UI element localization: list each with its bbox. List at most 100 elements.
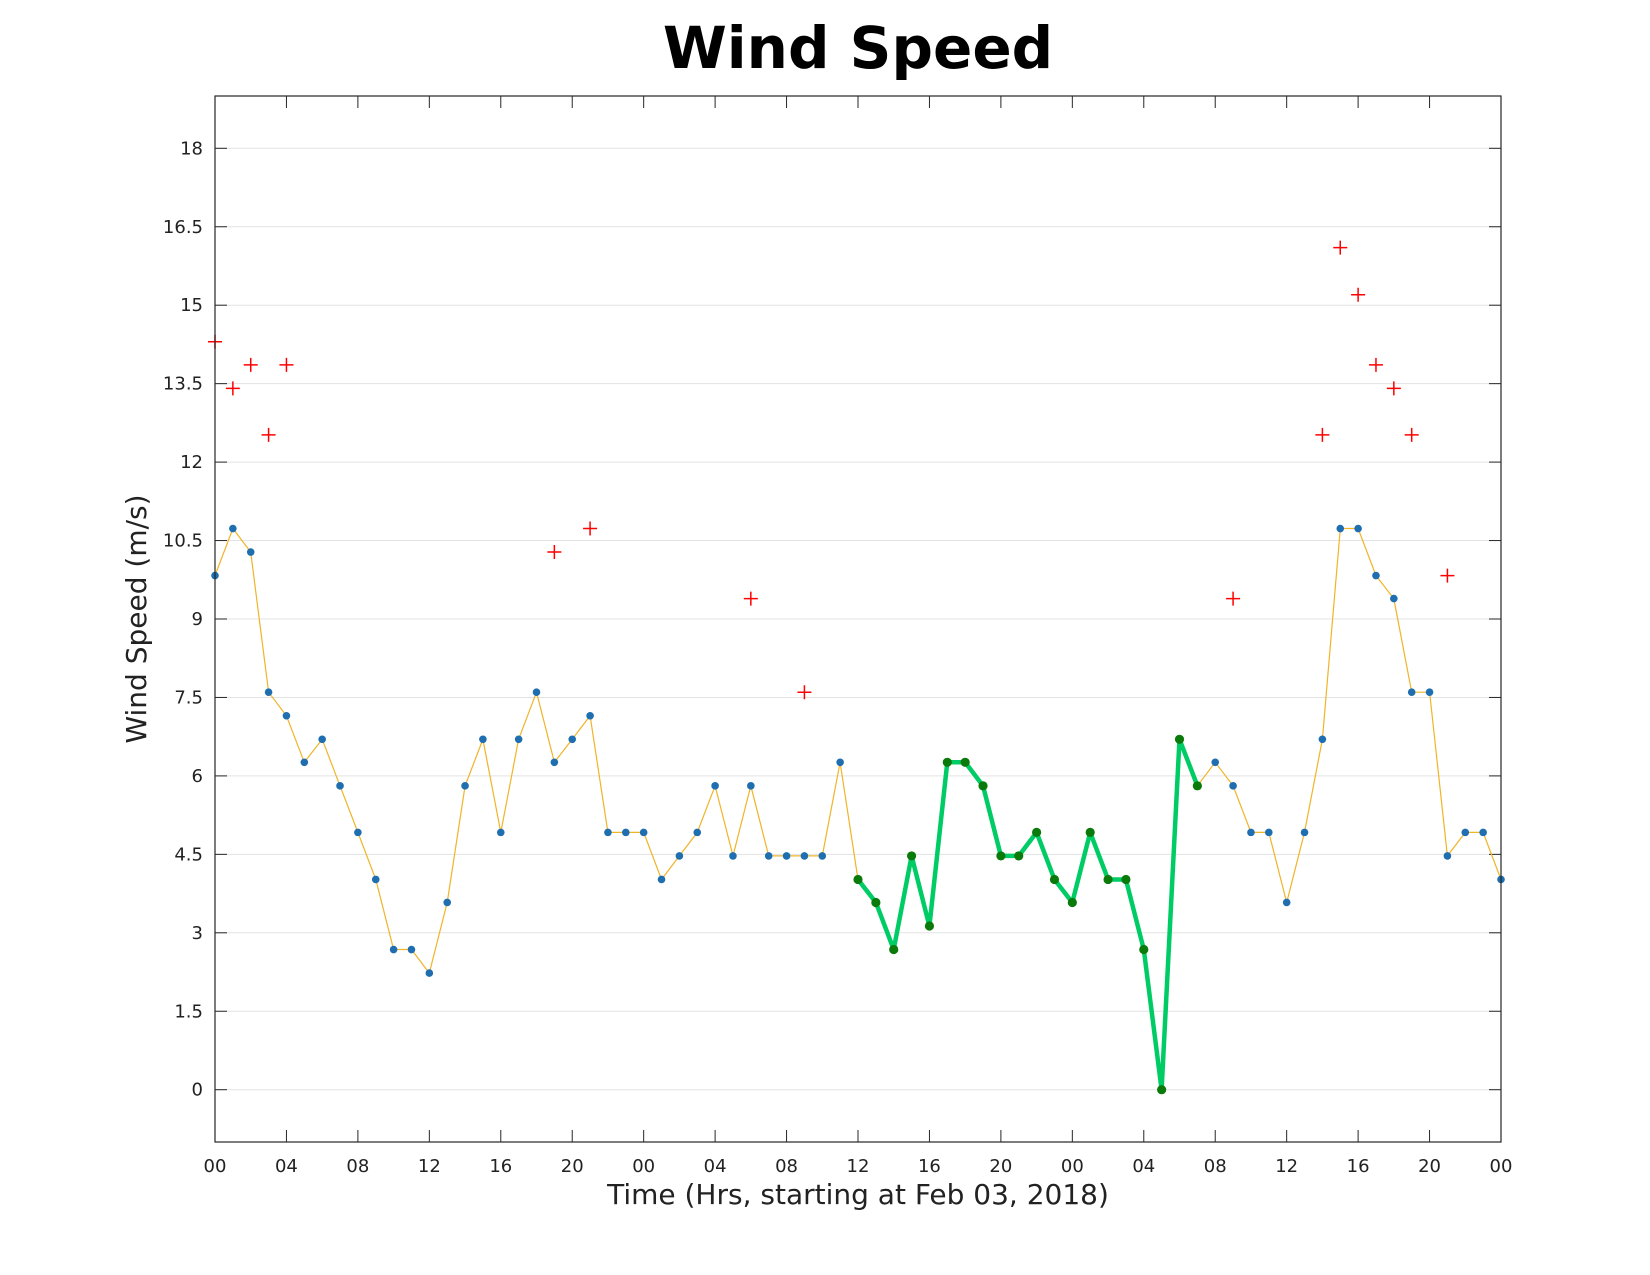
speed-point <box>800 852 809 860</box>
speed-point <box>479 735 487 744</box>
x-tick-label: 12 <box>847 1156 870 1177</box>
plot-area: 0 1.5 3 4.5 6 7.5 9 10.5 12 13.5 15 16.5 18 00 04 08 12… <box>163 95 1512 1177</box>
x-tick-label: 00 <box>1061 1156 1084 1177</box>
highlight-point <box>1085 827 1095 837</box>
speed-point <box>782 852 791 860</box>
speed-point <box>657 875 666 884</box>
gust-point <box>583 521 598 536</box>
gust-point <box>1333 240 1348 255</box>
x-tick-label: 08 <box>346 1156 369 1177</box>
highlight-point <box>871 897 881 908</box>
x-tick-label: 00 <box>632 1156 655 1177</box>
x-axis-label: Time (Hrs, starting at Feb 03, 2018) <box>606 1178 1109 1211</box>
gust-point <box>243 357 258 372</box>
y-tick-label: 1.5 <box>174 1001 203 1022</box>
speed-point <box>425 969 434 977</box>
highlight-point <box>960 757 970 767</box>
highlight-point <box>924 921 935 931</box>
speed-point <box>407 945 416 954</box>
gridlines <box>215 147 1501 1091</box>
series-line-highlight <box>856 737 1200 1092</box>
x-tick-label: 16 <box>1347 1156 1370 1177</box>
gust-point <box>1315 427 1330 442</box>
y-tick-label: 15 <box>180 295 203 316</box>
x-tick-label: 00 <box>204 1156 227 1177</box>
x-tick-label: 12 <box>1275 1156 1298 1177</box>
speed-point <box>496 828 505 837</box>
speed-point <box>568 735 577 744</box>
x-tick-label: 04 <box>275 1156 298 1177</box>
y-tick-label: 10.5 <box>163 531 203 552</box>
speed-point <box>836 758 844 767</box>
gust-point <box>1440 568 1455 583</box>
y-axis-ticks: 0 1.5 3 4.5 6 7.5 9 10.5 12 13.5 15 16.5 18 <box>163 138 1501 1101</box>
speed-point <box>711 782 719 790</box>
y-tick-label: 6 <box>192 766 203 787</box>
x-tick-label: 08 <box>775 1156 798 1177</box>
y-tick-label: 9 <box>192 609 203 630</box>
gust-point <box>1386 381 1401 396</box>
x-axis-ticks: 00 04 08 12 16 20 00 04 08 12 16 20 00 04 08 12 16 20 00 <box>204 96 1512 1177</box>
speed-point <box>675 852 684 860</box>
speed-point <box>1265 828 1273 837</box>
speed-point <box>461 782 469 790</box>
highlight-point <box>889 944 899 955</box>
gust-point <box>279 357 294 372</box>
speed-point <box>282 711 291 720</box>
speed-point <box>300 758 309 767</box>
speed-point <box>1425 688 1434 697</box>
speed-point <box>1407 688 1416 697</box>
speed-point <box>1336 524 1345 533</box>
highlight-point <box>1032 827 1042 837</box>
speed-point <box>1443 852 1452 860</box>
speed-point <box>550 758 559 767</box>
x-tick-label: 04 <box>704 1156 727 1177</box>
highlight-point <box>1139 944 1149 955</box>
highlight-point <box>996 851 1006 861</box>
y-tick-label: 18 <box>180 138 203 159</box>
y-tick-label: 3 <box>192 923 203 944</box>
x-tick-label: 20 <box>1418 1156 1441 1177</box>
speed-point <box>1229 782 1237 790</box>
gust-point <box>547 545 562 560</box>
speed-point <box>443 898 451 907</box>
speed-point <box>747 782 755 790</box>
y-tick-label: 7.5 <box>174 687 203 708</box>
speed-point <box>639 828 648 837</box>
highlight-point <box>1192 781 1202 791</box>
gust-point <box>797 685 812 700</box>
gust-point <box>1226 591 1241 606</box>
speed-point <box>1318 735 1327 744</box>
speed-point <box>371 875 380 884</box>
y-tick-label: 13.5 <box>163 374 203 395</box>
speed-point <box>246 548 255 556</box>
y-tick-label: 16.5 <box>163 217 203 238</box>
gust-point <box>1368 357 1383 372</box>
x-tick-label: 04 <box>1132 1156 1155 1177</box>
speed-point <box>1300 828 1309 837</box>
x-tick-label: 08 <box>1204 1156 1227 1177</box>
x-tick-label: 16 <box>489 1156 512 1177</box>
speed-point <box>1211 758 1220 767</box>
gust-point <box>225 381 240 396</box>
highlight-point <box>1174 734 1185 744</box>
highlight-point <box>978 781 988 791</box>
highlight-point <box>1014 851 1024 861</box>
speed-point <box>1390 594 1398 603</box>
highlight-point <box>1049 874 1060 885</box>
plot-frame <box>214 95 1502 1143</box>
gust-point <box>1351 287 1366 302</box>
speed-point <box>532 688 541 697</box>
speed-point <box>818 852 827 860</box>
highlight-point <box>1157 1085 1167 1095</box>
speed-point <box>389 945 398 954</box>
speed-point <box>318 735 326 744</box>
x-tick-label: 20 <box>989 1156 1012 1177</box>
speed-point <box>1461 828 1470 837</box>
highlight-point <box>942 757 952 767</box>
speed-point <box>764 852 773 860</box>
speed-point <box>1247 828 1255 837</box>
gust-point <box>743 591 758 606</box>
highlight-point <box>1103 874 1113 885</box>
